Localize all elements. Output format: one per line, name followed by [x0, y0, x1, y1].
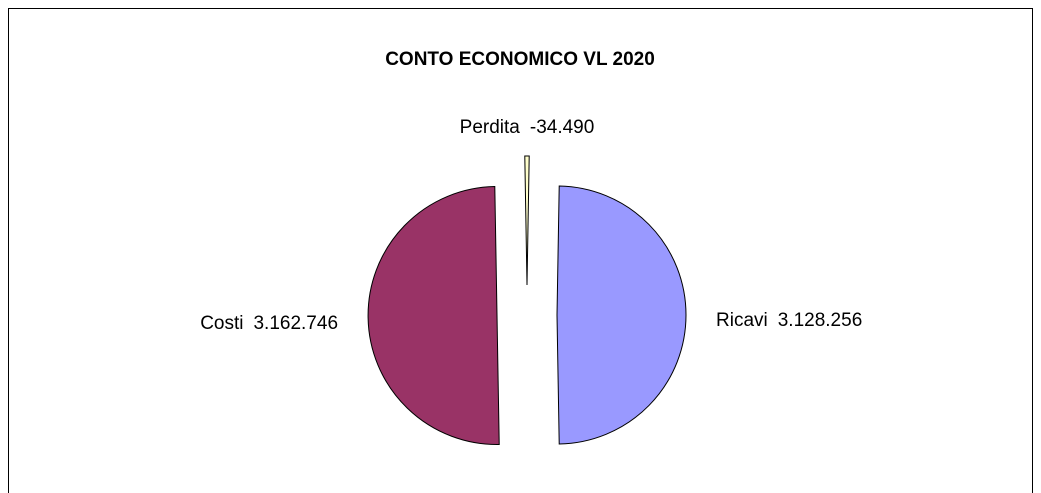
slice-value: 3.128.256 — [778, 310, 863, 331]
slice-label: Perdita -34.490 — [460, 117, 595, 138]
pie-slice — [367, 186, 500, 446]
slice-value: 3.162.746 — [253, 313, 338, 334]
slice-label: Costi 3.162.746 — [200, 313, 338, 334]
chart-title: CONTO ECONOMICO VL 2020 — [385, 49, 655, 70]
slice-category: Perdita — [460, 117, 521, 138]
slice-value: -34.490 — [530, 117, 594, 138]
slice-category: Ricavi — [716, 310, 768, 331]
slice-category: Costi — [200, 313, 243, 334]
pie-slice — [524, 155, 530, 286]
slice-label: Ricavi 3.128.256 — [716, 310, 862, 331]
pie-slice — [556, 185, 687, 445]
chart-frame — [8, 8, 1033, 493]
